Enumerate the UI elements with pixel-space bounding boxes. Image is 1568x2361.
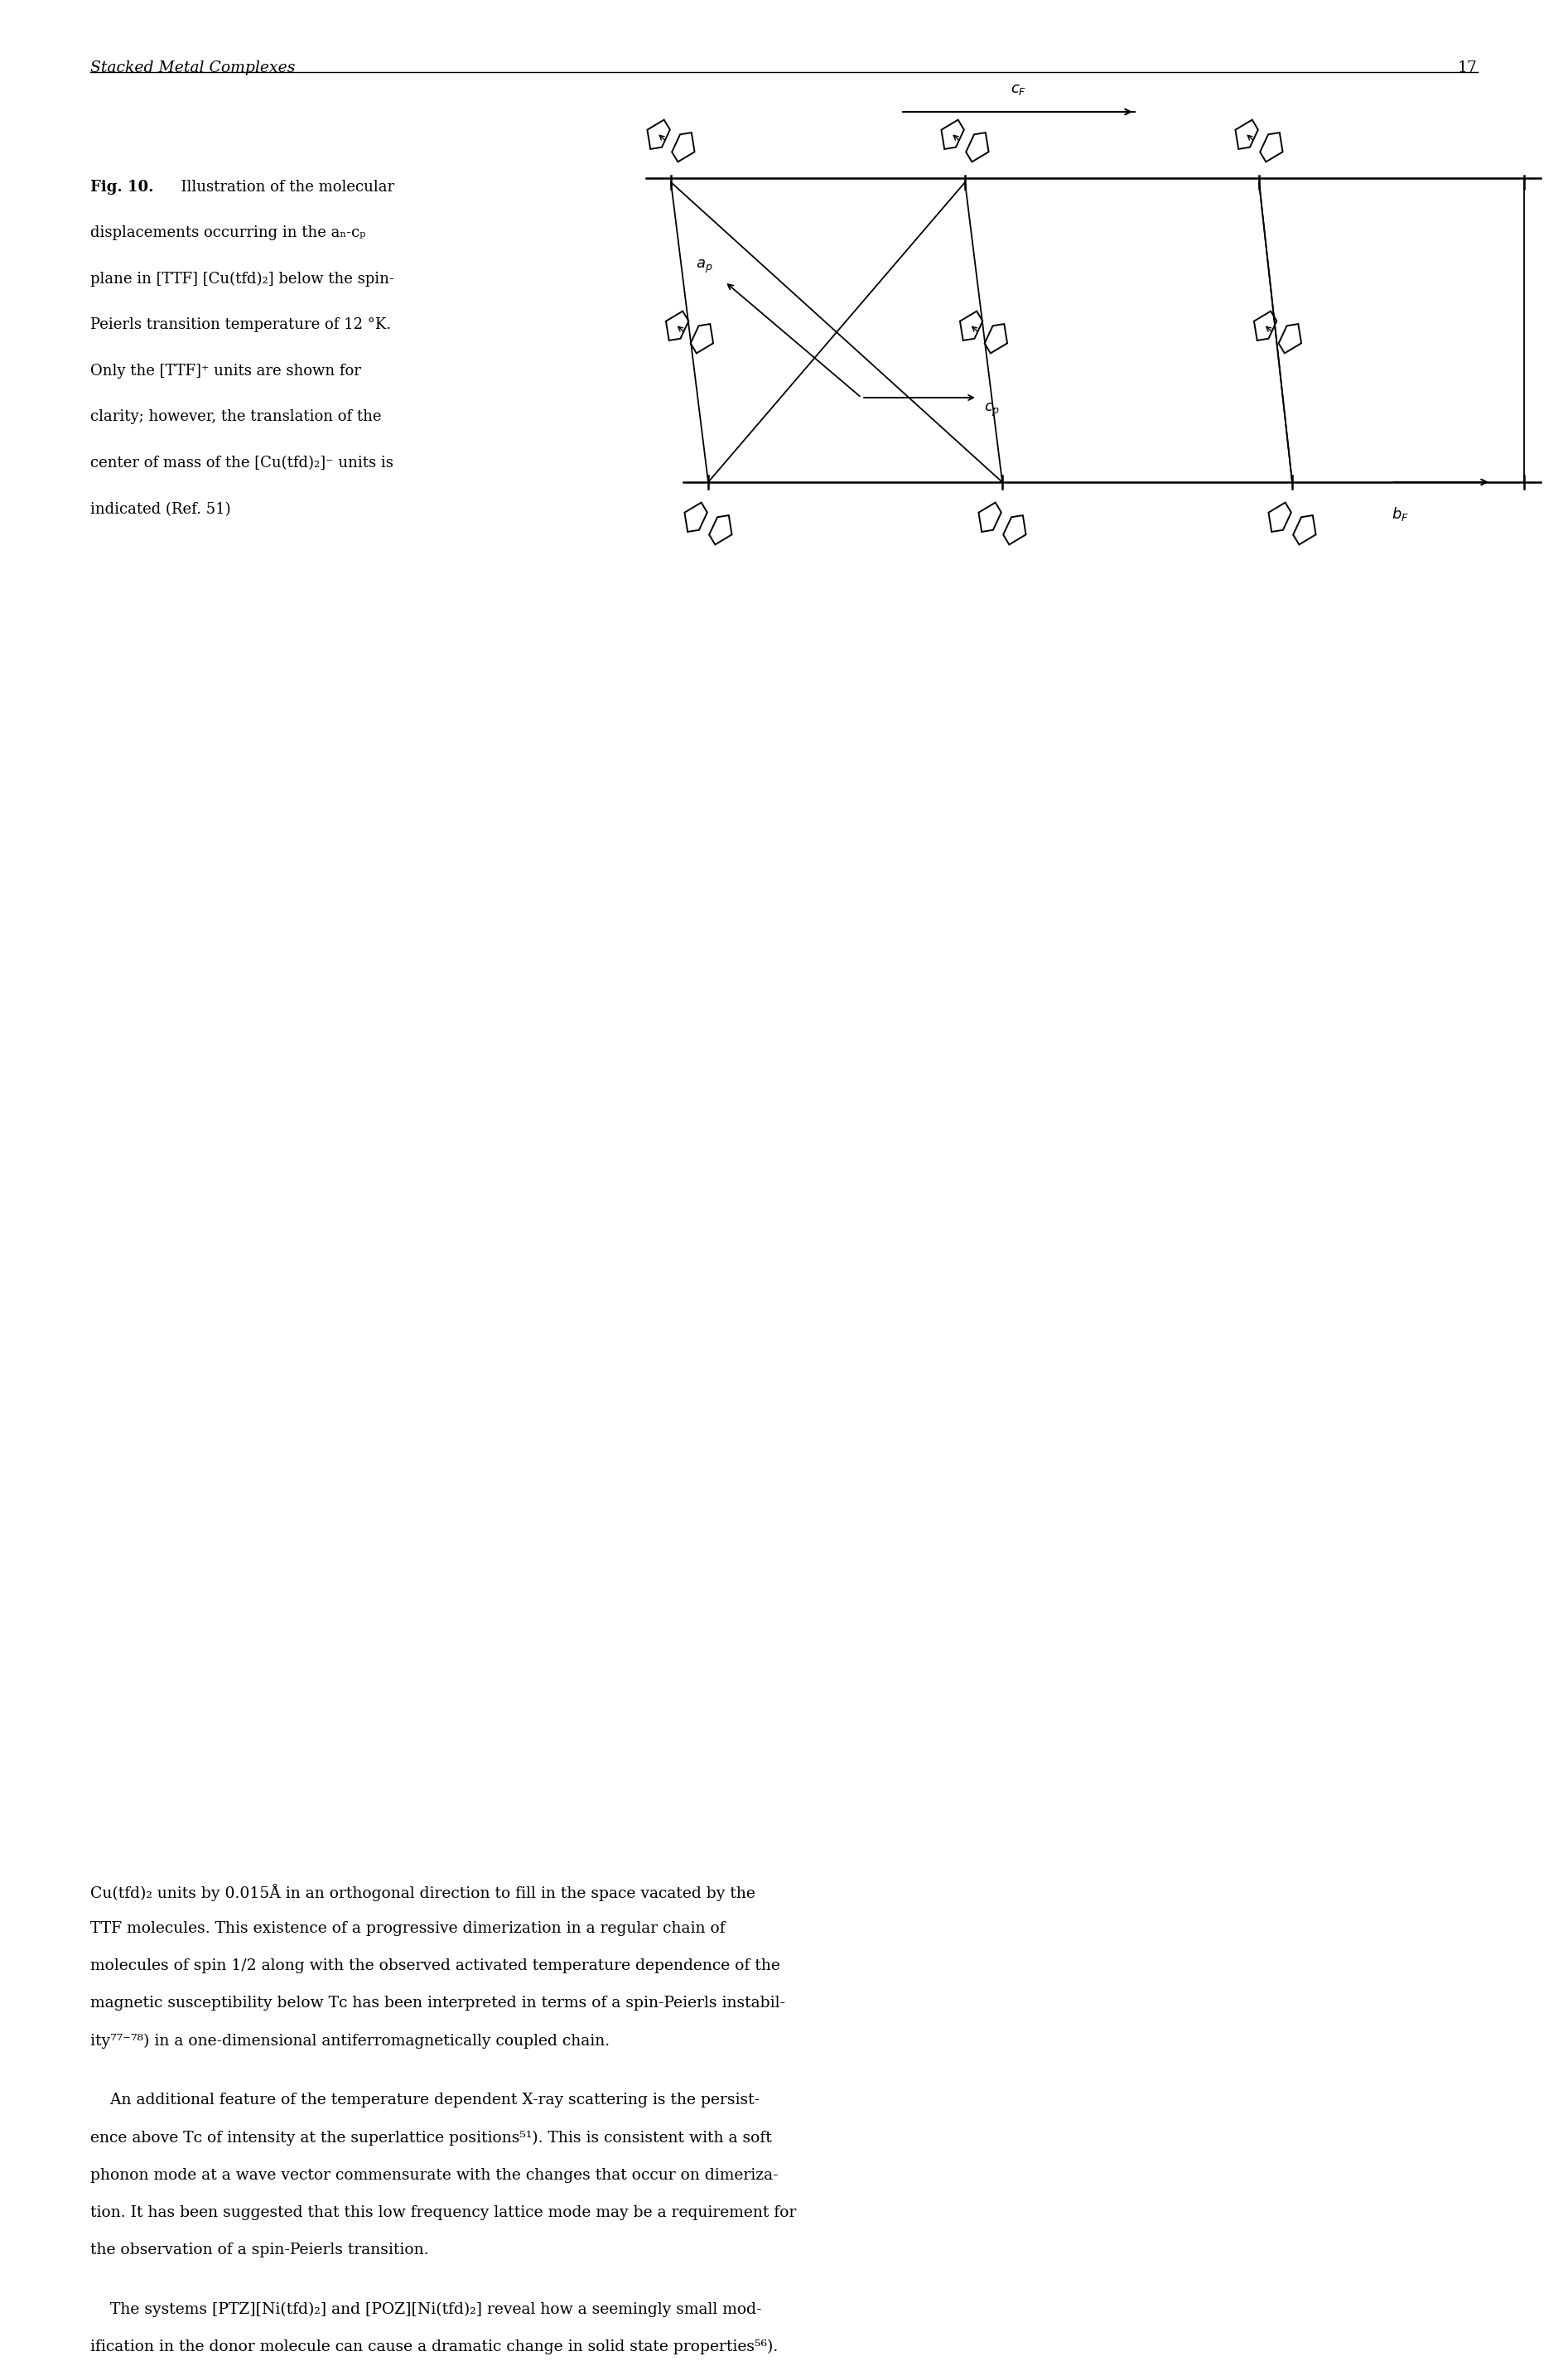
Text: ification in the donor molecule can cause a dramatic change in solid state prope: ification in the donor molecule can caus… [91,2340,778,2354]
Text: Stacked Metal Complexes: Stacked Metal Complexes [91,61,295,76]
Text: $c_F$: $c_F$ [1011,83,1027,97]
Text: phonon mode at a wave vector commensurate with the changes that occur on dimeriz: phonon mode at a wave vector commensurat… [91,2167,778,2182]
Text: ity⁷⁷⁻⁷⁸) in a one-dimensional antiferromagnetically coupled chain.: ity⁷⁷⁻⁷⁸) in a one-dimensional antiferro… [91,2033,610,2049]
Text: molecules of spin 1/2 along with the observed activated temperature dependence o: molecules of spin 1/2 along with the obs… [91,1960,781,1974]
Text: An additional feature of the temperature dependent X-ray scattering is the persi: An additional feature of the temperature… [91,2092,759,2108]
Text: clarity; however, the translation of the: clarity; however, the translation of the [91,411,381,425]
Text: center of mass of the [Cu(tfd)₂]⁻ units is: center of mass of the [Cu(tfd)₂]⁻ units … [91,456,394,470]
Text: Fig. 10.: Fig. 10. [91,179,154,194]
Text: magnetic susceptibility below Tᴄ has been interpreted in terms of a spin-Peierls: magnetic susceptibility below Tᴄ has bee… [91,1995,786,2012]
Text: Peierls transition temperature of 12 °K.: Peierls transition temperature of 12 °K. [91,319,390,333]
Text: ence above Tᴄ of intensity at the superlattice positions⁵¹). This is consistent : ence above Tᴄ of intensity at the superl… [91,2130,771,2146]
Text: plane in [TTF] [Cu(tfd)₂] below the spin-: plane in [TTF] [Cu(tfd)₂] below the spin… [91,272,394,286]
Text: indicated (Ref. 51): indicated (Ref. 51) [91,503,230,517]
Text: $b_F$: $b_F$ [1391,505,1408,522]
Text: Only the [TTF]⁺ units are shown for: Only the [TTF]⁺ units are shown for [91,364,361,378]
Text: the observation of a spin-Peierls transition.: the observation of a spin-Peierls transi… [91,2243,428,2257]
Text: 17: 17 [1458,61,1477,76]
Text: The systems [PTZ][Ni(tfd)₂] and [POZ][Ni(tfd)₂] reveal how a seemingly small mod: The systems [PTZ][Ni(tfd)₂] and [POZ][Ni… [91,2302,762,2316]
Text: Illustration of the molecular: Illustration of the molecular [171,179,395,194]
Text: $a_p$: $a_p$ [695,257,712,274]
Text: Cu(tfd)₂ units by 0.015Å in an orthogonal direction to fill in the space vacated: Cu(tfd)₂ units by 0.015Å in an orthogona… [91,1884,756,1901]
Text: displacements occurring in the aₙ-cₚ: displacements occurring in the aₙ-cₚ [91,227,365,241]
Text: tion. It has been suggested that this low frequency lattice mode may be a requir: tion. It has been suggested that this lo… [91,2205,797,2219]
Text: $c_p$: $c_p$ [985,401,1000,418]
Text: TTF molecules. This existence of a progressive dimerization in a regular chain o: TTF molecules. This existence of a progr… [91,1922,726,1936]
